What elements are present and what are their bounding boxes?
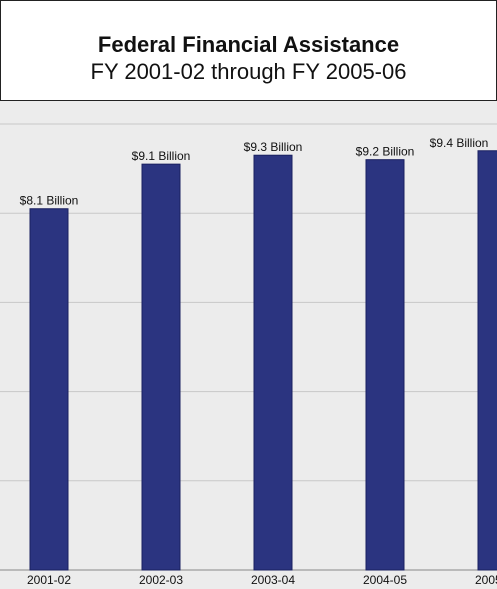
x-tick-label-2003-04: 2003-04 [251, 573, 295, 587]
x-tick-label-2005-06: 2005-06 [475, 573, 497, 587]
bar-2005-06 [477, 150, 497, 571]
bar-value-label-2001-02: $8.1 Billion [20, 194, 79, 208]
chart-title-box: Federal Financial Assistance FY 2001-02 … [0, 0, 497, 101]
chart-title: Federal Financial Assistance [97, 32, 400, 57]
bar-2002-03 [141, 163, 181, 571]
chart-subtitle: FY 2001-02 through FY 2005-06 [90, 59, 407, 84]
x-tick-label-2004-05: 2004-05 [363, 573, 407, 587]
bar-value-label-2002-03: $9.1 Billion [132, 149, 191, 163]
x-tick-label-2001-02: 2001-02 [27, 573, 71, 587]
bar-value-label-2003-04: $9.3 Billion [244, 140, 303, 154]
bar-2003-04 [253, 154, 293, 571]
x-tick-label-2002-03: 2002-03 [139, 573, 183, 587]
bar-value-label-2005-06: $9.4 Billion [430, 136, 489, 150]
bar-value-label-2004-05: $9.2 Billion [356, 145, 415, 159]
bar-2004-05 [365, 159, 405, 571]
bar-2001-02 [29, 208, 69, 571]
